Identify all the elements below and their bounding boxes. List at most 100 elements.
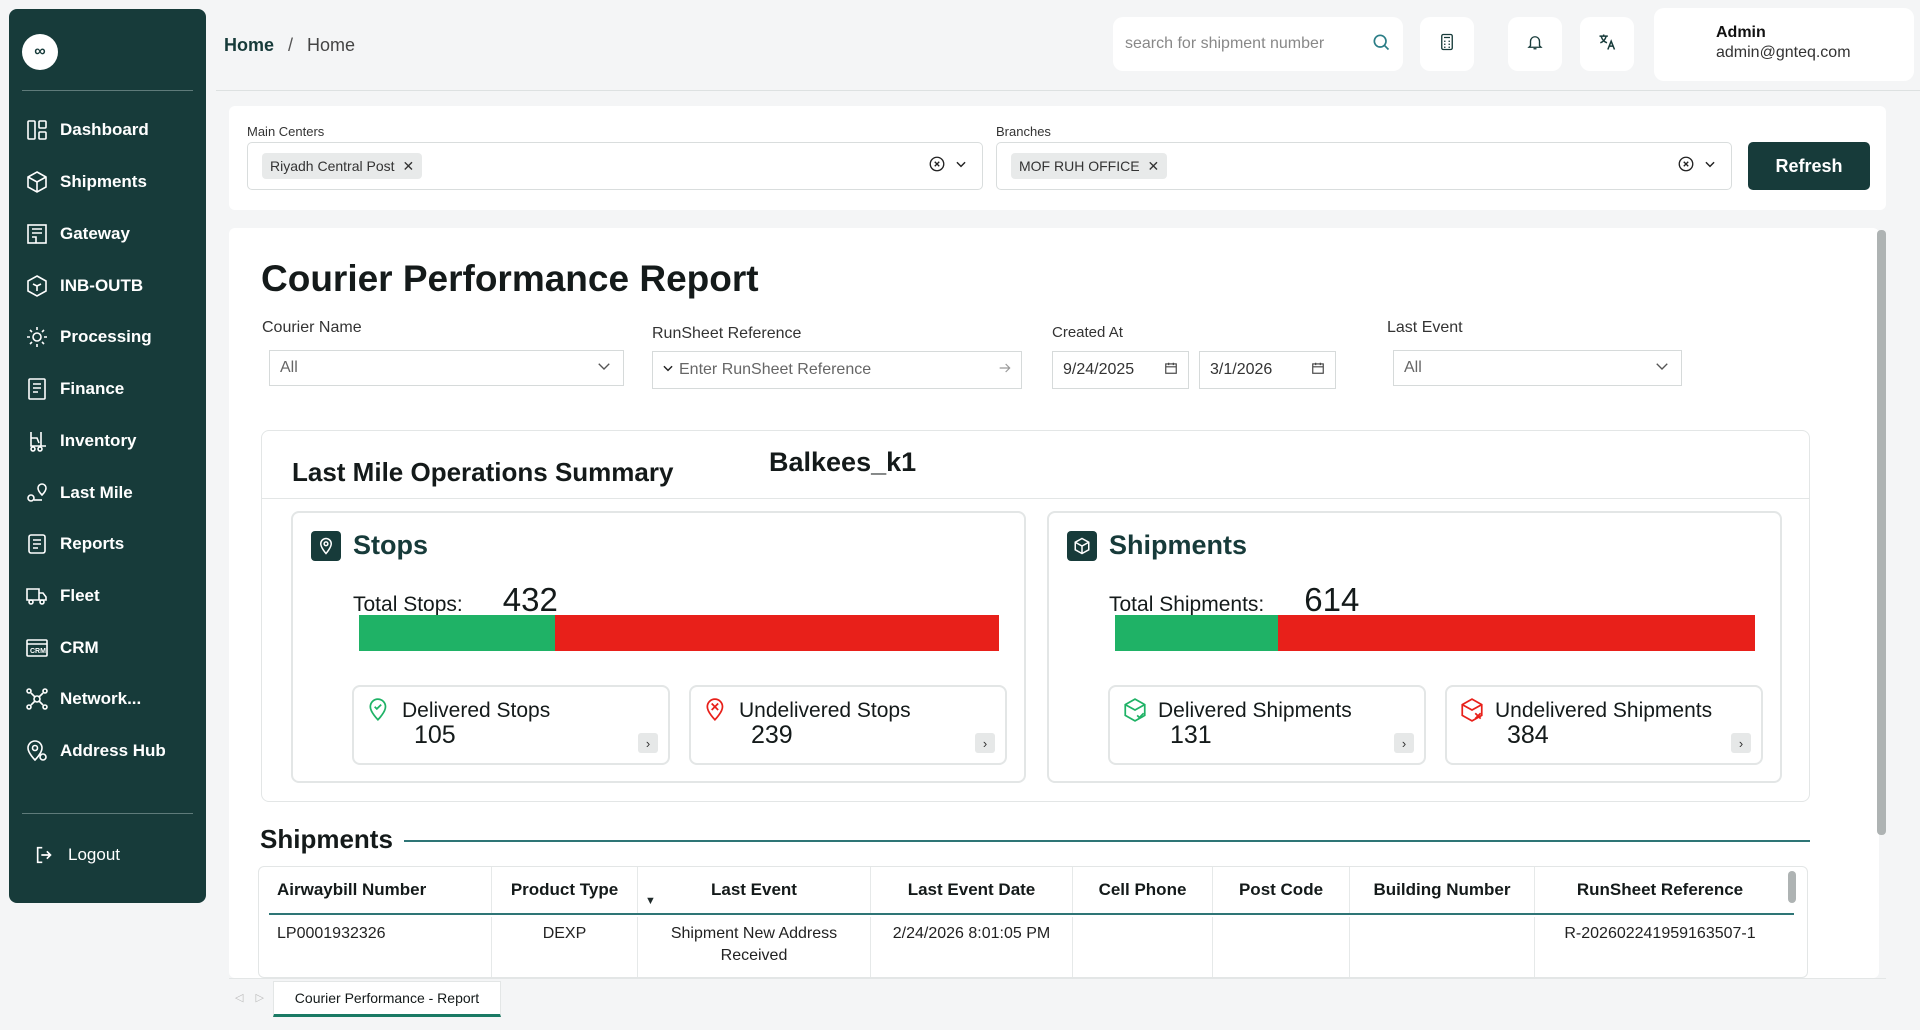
undelivered-segment <box>1277 615 1755 651</box>
calculator-icon <box>1438 33 1456 56</box>
calculator-button[interactable] <box>1420 17 1474 71</box>
clear-icon[interactable] <box>1677 155 1695 178</box>
branches-label: Branches <box>996 124 1051 139</box>
search-input[interactable]: search for shipment number <box>1125 35 1325 52</box>
stops-card: Stops Total Stops: 432 Delivered Stops 1… <box>291 511 1026 783</box>
delivered-shipments-label: Delivered Shipments <box>1158 699 1352 722</box>
column-header-runsheet-reference[interactable]: RunSheet Reference <box>1576 880 1744 899</box>
last-event-select[interactable]: All <box>1393 350 1682 386</box>
shipments-table: Airwaybill Number Product Type Last Even… <box>258 866 1808 978</box>
chevron-right-icon[interactable]: › <box>1394 733 1414 753</box>
chip-label: Riyadh Central Post <box>270 158 395 174</box>
sidebar-item-last-mile[interactable]: Last Mile <box>23 473 133 513</box>
undelivered-shipments-value: 384 <box>1507 721 1549 749</box>
created-from-date[interactable]: 9/24/2025 <box>1052 351 1189 389</box>
undelivered-shipments-card[interactable]: Undelivered Shipments 384 › <box>1445 685 1763 765</box>
cell-building-number <box>1350 917 1535 977</box>
chevron-right-icon[interactable]: › <box>975 733 995 753</box>
network-icon <box>23 685 51 713</box>
delivered-stops-card[interactable]: Delivered Stops 105 › <box>352 685 670 765</box>
close-icon[interactable]: ✕ <box>402 157 415 174</box>
main-scrollbar[interactable] <box>1877 230 1886 835</box>
sidebar-item-label: Last Mile <box>60 483 133 502</box>
breadcrumb-home[interactable]: Home <box>224 35 275 55</box>
refresh-button[interactable]: Refresh <box>1748 142 1870 190</box>
search-icon[interactable] <box>1371 32 1391 57</box>
chevron-down-icon[interactable] <box>954 157 968 176</box>
sidebar-item-inb-outb[interactable]: INB-OUTB <box>23 266 143 306</box>
chevron-right-icon[interactable]: ▷ <box>255 992 264 1004</box>
bell-icon <box>1526 33 1544 56</box>
runsheet-input[interactable]: Enter RunSheet Reference <box>652 351 1022 389</box>
cell-product-type: DEXP <box>492 917 638 977</box>
undelivered-stops-card[interactable]: Undelivered Stops 239 › <box>689 685 1007 765</box>
app-logo[interactable]: ∞ <box>22 34 58 70</box>
sidebar-item-network[interactable]: Network... <box>23 679 141 719</box>
logout-icon <box>31 841 59 869</box>
chevron-right-icon[interactable]: › <box>1731 733 1751 753</box>
chevron-left-icon[interactable]: ◁ <box>235 992 244 1004</box>
cell-airwaybill[interactable]: LP0001932326 <box>259 917 492 977</box>
gear-icon <box>23 323 51 351</box>
sidebar-item-shipments[interactable]: Shipments <box>23 162 147 202</box>
chip-label: MOF RUH OFFICE <box>1019 158 1140 174</box>
sidebar-item-dashboard[interactable]: Dashboard <box>23 110 149 150</box>
chevron-down-icon[interactable] <box>661 361 675 380</box>
shipments-card: Shipments Total Shipments: 614 Delivered… <box>1047 511 1782 783</box>
forklift-icon <box>23 427 51 455</box>
total-shipments-label: Total Shipments: <box>1109 593 1265 616</box>
branches-select[interactable]: MOF RUH OFFICE ✕ <box>996 142 1732 190</box>
sidebar-item-address-hub[interactable]: Address Hub <box>23 731 166 771</box>
column-header-airwaybill[interactable]: Airwaybill Number <box>259 867 492 913</box>
created-to-date[interactable]: 3/1/2026 <box>1199 351 1336 389</box>
shipments-title: Shipments <box>1109 530 1248 560</box>
sidebar-item-label: Address Hub <box>60 741 166 760</box>
clear-icon[interactable] <box>928 155 946 178</box>
arrow-right-icon[interactable] <box>997 360 1013 381</box>
summary-title: Last Mile Operations Summary <box>292 457 674 487</box>
user-name: Admin <box>1716 24 1766 41</box>
sidebar-item-label: CRM <box>60 638 99 657</box>
sidebar-item-finance[interactable]: Finance <box>23 369 124 409</box>
sidebar-item-processing[interactable]: Processing <box>23 317 152 357</box>
sidebar-item-label: Shipments <box>60 172 147 191</box>
delivered-segment <box>1115 615 1278 651</box>
column-header-post-code[interactable]: Post Code <box>1213 867 1350 913</box>
sort-down-icon[interactable]: ▼ <box>645 895 656 907</box>
sidebar-item-fleet[interactable]: Fleet <box>23 576 100 616</box>
chevron-down-icon[interactable] <box>1703 157 1717 176</box>
column-header-product-type[interactable]: Product Type <box>492 867 638 913</box>
main-centers-select[interactable]: Riyadh Central Post ✕ <box>247 142 983 190</box>
shipments-progress-bar <box>1115 615 1755 651</box>
sidebar-item-label: Finance <box>60 379 125 398</box>
logout-button[interactable]: Logout <box>31 835 120 875</box>
logout-label: Logout <box>68 845 120 864</box>
sidebar-item-reports[interactable]: Reports <box>23 524 124 564</box>
notifications-button[interactable] <box>1508 17 1562 71</box>
table-scrollbar[interactable] <box>1788 871 1796 903</box>
column-header-last-event-date[interactable]: Last Event Date <box>871 867 1073 913</box>
column-header-cell-phone[interactable]: Cell Phone <box>1073 867 1213 913</box>
calendar-icon[interactable] <box>1311 361 1325 380</box>
sidebar: ∞ Dashboard Shipments Gateway INB-OUTB P… <box>9 9 206 903</box>
tab-courier-performance-report[interactable]: Courier Performance - Report <box>273 981 501 1017</box>
shipment-search[interactable]: search for shipment number <box>1113 17 1403 71</box>
sidebar-divider <box>22 813 193 814</box>
sidebar-item-inventory[interactable]: Inventory <box>23 421 137 461</box>
page-title: Courier Performance Report <box>261 258 759 299</box>
language-button[interactable] <box>1580 17 1634 71</box>
sidebar-item-gateway[interactable]: Gateway <box>23 214 130 254</box>
column-header-last-event[interactable]: Last Event <box>638 867 871 913</box>
chevron-right-icon[interactable]: › <box>638 733 658 753</box>
close-icon[interactable]: ✕ <box>1147 157 1160 174</box>
last-event-label: Last Event <box>1387 319 1463 336</box>
sidebar-item-crm[interactable]: CRM CRM <box>23 628 99 668</box>
sidebar-item-label: Gateway <box>60 224 130 243</box>
delivered-shipments-card[interactable]: Delivered Shipments 131 › <box>1108 685 1426 765</box>
cell-cell-phone <box>1073 917 1213 977</box>
calendar-icon[interactable] <box>1164 361 1178 380</box>
box-check-icon <box>1122 697 1148 723</box>
courier-name-select[interactable]: All <box>269 350 624 386</box>
column-header-building-number[interactable]: Building Number <box>1350 867 1535 913</box>
user-profile[interactable]: Admin admin@gnteq.com <box>1654 8 1914 81</box>
